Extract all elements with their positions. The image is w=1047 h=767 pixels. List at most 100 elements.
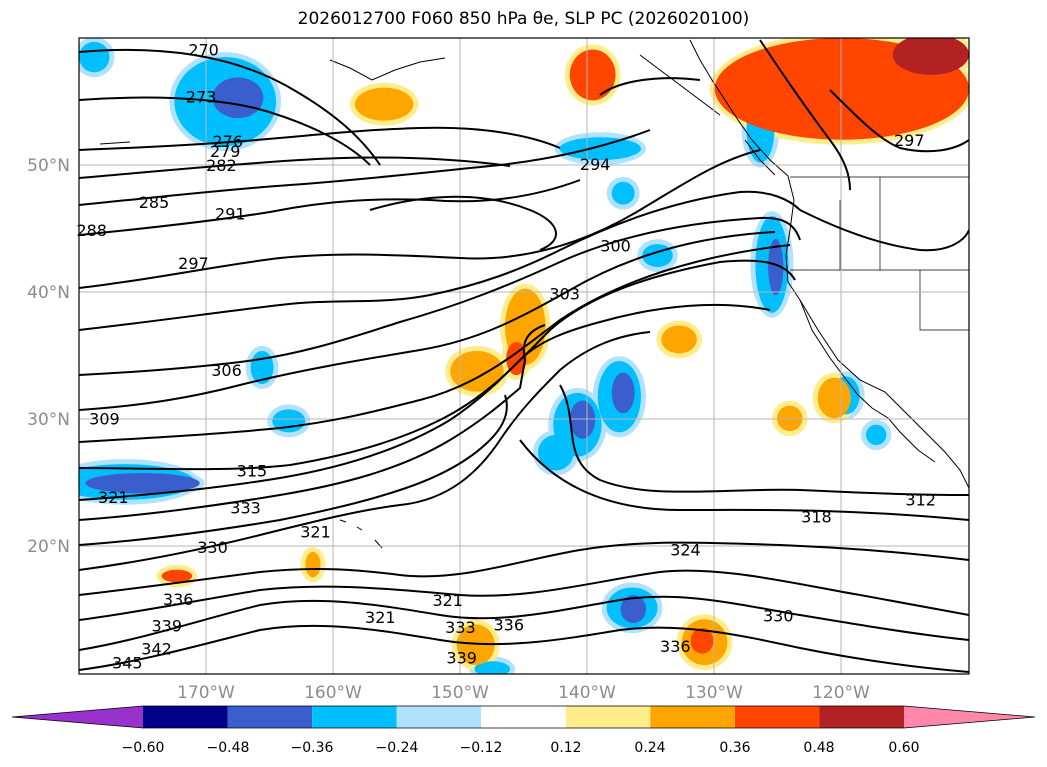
colorbar-bin	[734, 706, 820, 728]
contour-label: 336	[493, 615, 524, 634]
anomaly-region	[354, 87, 414, 121]
colorbar-under-extension	[12, 706, 143, 728]
baja-california-coast	[799, 299, 936, 463]
contour-label: 270	[188, 40, 219, 59]
longitude-axis: 170°W 160°W 150°W 140°W 130°W 120°W	[177, 683, 870, 703]
colorbar-tick-label: 0.36	[719, 740, 750, 756]
lat-tick-label: 30°N	[27, 410, 70, 430]
contour-label: 330	[763, 606, 794, 625]
contour-label: 318	[801, 507, 832, 526]
anomaly-region	[537, 434, 574, 471]
lat-tick-label: 50°N	[27, 156, 70, 176]
anomaly-region	[611, 372, 635, 414]
anomaly-region	[506, 342, 527, 376]
latitude-axis: 50°N 40°N 30°N 20°N	[27, 156, 70, 557]
colorbar-tick-label: −0.24	[376, 740, 419, 756]
contour-label: 333	[230, 498, 261, 517]
contour-label: 345	[112, 654, 143, 673]
contour-label: 291	[215, 205, 246, 224]
contour-label: 336	[163, 590, 194, 609]
contour-label: 339	[446, 648, 477, 667]
contour-label: 336	[660, 637, 691, 656]
colorbar-tick-label: 0.60	[888, 740, 919, 756]
british-columbia-islands	[639, 54, 776, 176]
chart-title: 2026012700 F060 850 hPa θe, SLP PC (2026…	[297, 9, 750, 29]
gridlines	[79, 38, 969, 674]
anomaly-region	[866, 424, 887, 446]
contour-label: 303	[549, 285, 580, 304]
aleutian-islands	[99, 57, 446, 145]
colorbar-tick-label: 0.12	[550, 740, 581, 756]
contour-label: 342	[141, 640, 172, 659]
colorbar-tick-label: 0.48	[803, 740, 834, 756]
anomaly-region	[212, 77, 264, 119]
anomaly-region	[79, 41, 110, 73]
colorbar-bin	[227, 706, 313, 728]
contour-label: 279	[210, 142, 241, 161]
anomaly-region	[611, 181, 635, 205]
contour-label: 321	[300, 523, 331, 542]
contour-label: 339	[151, 617, 182, 636]
us-state-borders	[790, 176, 969, 331]
colorbar-bin	[819, 706, 904, 728]
contour-label: 321	[365, 608, 396, 627]
lat-tick-label: 40°N	[27, 283, 70, 303]
colorbar-tick-labels: −0.60 −0.48 −0.36 −0.24 −0.12 0.12 0.24 …	[122, 740, 920, 756]
contour-label: 324	[670, 540, 701, 559]
colorbar	[11, 705, 1036, 729]
colorbar-bin	[312, 706, 397, 728]
contour-label: 297	[178, 254, 209, 273]
colorbar-tick-label: −0.12	[460, 740, 503, 756]
north-america-west-coast	[689, 39, 969, 489]
colorbar-over-extension	[904, 706, 1035, 728]
contour-label: 297	[894, 131, 925, 150]
plot-frame	[78, 37, 970, 675]
anomaly-region	[768, 238, 784, 295]
contour-label: 330	[197, 538, 228, 557]
anomaly-region	[777, 405, 803, 432]
colorbar-tick-label: −0.60	[122, 740, 165, 756]
contour-label: 273	[186, 88, 217, 107]
anomaly-region	[305, 551, 321, 578]
contour-label: 309	[89, 409, 120, 428]
contour-label: 306	[211, 361, 242, 380]
contour-label: 288	[76, 221, 107, 240]
anomaly-region	[892, 38, 969, 75]
anomaly-region	[620, 595, 647, 624]
anomaly-region	[661, 325, 697, 354]
anomaly-region	[456, 624, 495, 666]
colorbar-tick-label: −0.48	[207, 740, 250, 756]
anomaly-region	[817, 377, 851, 419]
colorbar-bin	[650, 706, 735, 728]
contour-label: 312	[905, 491, 936, 510]
lon-tick-label: 150°W	[431, 683, 489, 703]
theta-e-contours	[79, 39, 969, 673]
colorbar-tick-label: 0.24	[634, 740, 665, 756]
lon-tick-label: 120°W	[812, 683, 870, 703]
anomaly-region	[690, 628, 714, 654]
lon-tick-label: 130°W	[685, 683, 743, 703]
hawaiian-islands	[339, 519, 383, 549]
contour-label: 321	[432, 591, 463, 610]
anomaly-region	[474, 661, 511, 674]
lon-tick-label: 160°W	[304, 683, 362, 703]
contour-label: 276	[212, 132, 243, 151]
contour-label: 294	[580, 155, 611, 174]
lon-tick-label: 170°W	[177, 683, 235, 703]
anomaly-region	[161, 569, 193, 583]
contour-label: 321	[98, 488, 129, 507]
colorbar-bin	[481, 706, 566, 728]
coastlines	[99, 39, 969, 549]
lat-tick-label: 20°N	[27, 537, 70, 557]
anomaly-region	[85, 473, 200, 494]
colorbar-bin	[143, 706, 228, 728]
contour-label: 300	[600, 236, 631, 255]
contour-label: 285	[139, 193, 170, 212]
lon-tick-label: 140°W	[558, 683, 616, 703]
colorbar-outline	[11, 705, 1036, 729]
contour-label: 282	[206, 156, 237, 175]
anomaly-region	[559, 137, 641, 161]
contour-label: 315	[237, 461, 268, 480]
